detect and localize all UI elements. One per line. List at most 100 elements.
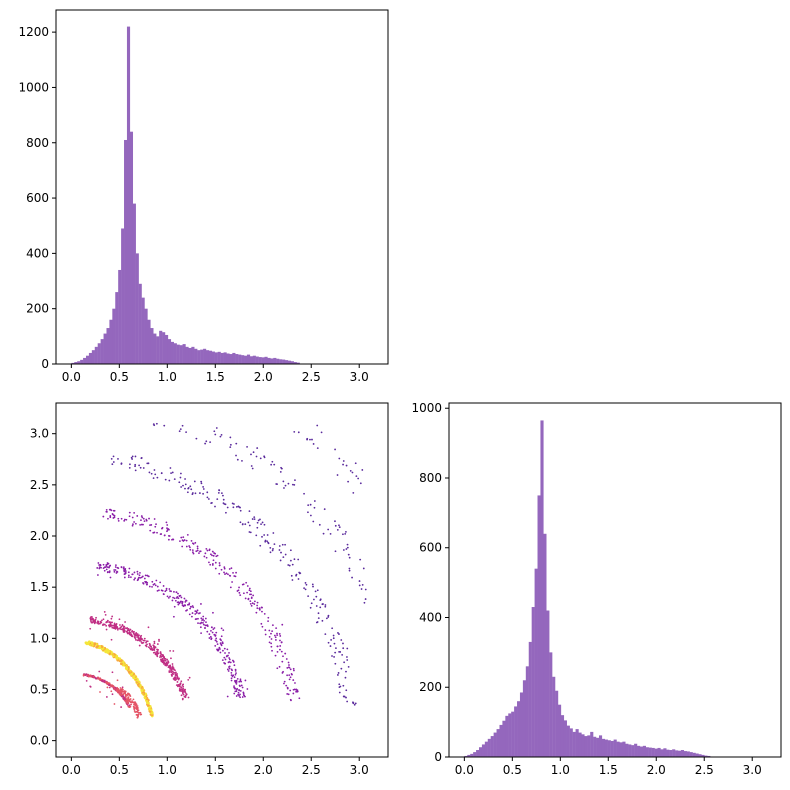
scatter-point	[228, 651, 230, 654]
scatter-point	[182, 693, 185, 696]
scatter-point	[155, 422, 158, 425]
scatter-point	[124, 698, 127, 701]
histogram-bar	[613, 739, 617, 757]
scatter-point	[199, 622, 201, 625]
histogram-bar	[176, 344, 180, 364]
scatter-point	[137, 578, 140, 581]
histogram-bar	[296, 362, 300, 364]
scatter-point	[239, 690, 242, 692]
histogram-bar	[657, 747, 661, 757]
scatter-point	[135, 708, 138, 711]
scatter-point	[241, 583, 244, 586]
histogram-bar	[651, 747, 655, 757]
histogram-bar	[628, 744, 632, 757]
scatter-point	[249, 531, 252, 534]
scatter-point	[180, 686, 183, 689]
scatter-point	[138, 644, 141, 647]
scatter-point	[157, 648, 160, 651]
scatter-point	[100, 647, 104, 651]
scatter-point	[160, 656, 163, 658]
scatter-point	[113, 703, 116, 705]
scatter-point	[100, 566, 102, 569]
scatter-point	[187, 696, 190, 699]
scatter-point	[111, 626, 114, 629]
scatter-point	[271, 624, 274, 627]
scatter-point	[273, 543, 276, 545]
scatter-point	[176, 601, 179, 604]
scatter-point	[145, 583, 148, 586]
histogram-bar	[203, 348, 207, 364]
scatter-point	[342, 549, 345, 551]
scatter-point	[286, 667, 289, 669]
scatter-point	[269, 551, 272, 554]
scatter-point	[97, 562, 100, 564]
x-tick-label: 2.0	[647, 763, 666, 777]
scatter-point	[214, 433, 217, 436]
scatter-point	[134, 704, 137, 707]
histogram-bar	[223, 352, 227, 364]
scatter-point	[89, 675, 91, 678]
scatter-point	[227, 661, 230, 664]
scatter-point	[206, 549, 209, 552]
scatter-point	[209, 441, 212, 444]
scatter-point	[289, 676, 292, 679]
histogram-bar	[569, 728, 573, 757]
scatter-point	[105, 568, 108, 571]
scatter-point	[111, 615, 114, 618]
histogram-bar	[124, 139, 128, 364]
scatter-point	[336, 674, 339, 676]
scatter-point	[117, 517, 120, 520]
scatter-point	[345, 548, 348, 550]
x-tick-label: 2.5	[302, 370, 321, 384]
histogram-bar	[138, 283, 142, 364]
scatter-point	[122, 627, 124, 630]
scatter-point	[93, 619, 96, 622]
scatter-point	[175, 597, 178, 599]
scatter-point	[133, 706, 136, 709]
scatter-point	[154, 525, 157, 528]
scatter-point	[229, 443, 232, 446]
scatter-point	[166, 658, 169, 661]
scatter-point	[213, 430, 216, 433]
scatter-point	[125, 630, 128, 633]
scatter-point	[250, 465, 253, 467]
y-tick-label: 0	[41, 357, 49, 371]
scatter-point	[204, 624, 207, 627]
scatter-point	[140, 576, 143, 579]
histogram-bar	[255, 356, 259, 364]
scatter-point	[131, 701, 134, 704]
scatter-point	[135, 710, 138, 713]
scatter-point	[355, 475, 358, 478]
scatter-point	[90, 620, 92, 623]
scatter-point	[290, 699, 292, 702]
histogram-bar	[191, 346, 195, 364]
scatter-point	[182, 685, 185, 688]
scatter-point	[251, 602, 254, 605]
scatter-point	[167, 666, 170, 669]
scatter-point	[115, 689, 118, 691]
axes-frame	[55, 402, 389, 758]
scatter-point	[182, 605, 185, 608]
scatter-point	[338, 457, 341, 460]
scatter-point	[222, 494, 224, 497]
scatter-point	[131, 573, 134, 576]
scatter-point	[149, 648, 152, 651]
scatter-point	[152, 477, 155, 479]
scatter-point	[136, 636, 138, 638]
scatter-point	[331, 655, 333, 657]
scatter-point	[279, 639, 281, 642]
scatter-point	[219, 435, 222, 438]
scatter-point	[284, 484, 287, 487]
scatter-point	[281, 672, 284, 674]
scatter-point	[336, 474, 339, 476]
scatter-point	[185, 545, 188, 548]
scatter-point	[283, 682, 285, 685]
scatter-point	[210, 638, 213, 641]
scatter-point	[263, 456, 266, 459]
scatter-point	[147, 462, 150, 465]
scatter-point	[316, 589, 319, 592]
scatter-point	[266, 534, 269, 536]
histogram-bar	[607, 740, 611, 757]
scatter-point	[270, 463, 273, 466]
scatter-point	[223, 656, 226, 659]
